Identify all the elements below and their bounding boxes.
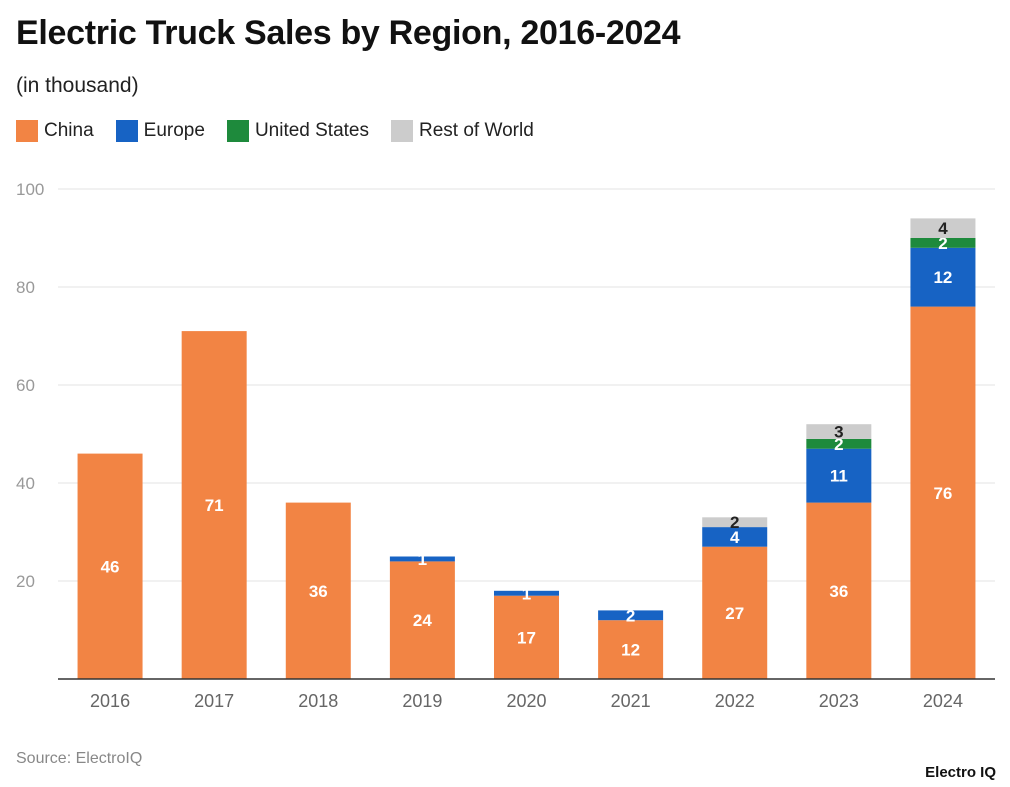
data-label-china-2023: 36 (829, 582, 848, 601)
data-label-europe-2020: 1 (522, 584, 531, 603)
legend-swatch-united-states (226, 120, 249, 142)
x-tick-label-2022: 2022 (715, 691, 755, 711)
bar-europe-2023 (806, 448, 872, 503)
bar-china-2020 (494, 595, 559, 679)
x-tick-label-2023: 2023 (819, 691, 859, 711)
bar-united-states-2023 (806, 438, 872, 449)
data-label-europe-2019: 1 (418, 550, 427, 569)
x-tick-label-2018: 2018 (298, 691, 338, 711)
data-label-europe-2023: 11 (830, 467, 848, 486)
legend-swatch-europe (115, 120, 138, 142)
bar-rest-of-world-2024 (910, 218, 976, 238)
x-tick-label-2021: 2021 (611, 691, 651, 711)
bar-china-2023 (806, 502, 872, 679)
bar-europe-2020 (494, 590, 559, 596)
source-note: Source: ElectroIQ (16, 750, 143, 767)
chart-subtitle: (in thousand) (16, 74, 139, 97)
y-tick-label-60: 60 (16, 376, 35, 395)
x-tick-label-2019: 2019 (402, 691, 442, 711)
bar-china-2019 (389, 561, 455, 679)
legend-item-china: China (16, 120, 94, 142)
bar-europe-2022 (702, 527, 768, 547)
data-label-china-2022: 27 (725, 604, 744, 623)
data-label-china-2024: 76 (933, 484, 952, 503)
x-tick-label-2017: 2017 (194, 691, 234, 711)
data-label-europe-2021: 2 (626, 606, 635, 625)
data-label-china-2016: 46 (101, 557, 120, 576)
bar-united-states-2024 (910, 238, 976, 248)
legend-label-united-states: United States (254, 120, 370, 141)
legend-label-china: China (44, 120, 94, 141)
bar-europe-2021 (598, 610, 664, 621)
legend-label-rest-of-world: Rest of World (419, 120, 534, 141)
data-label-europe-2024: 12 (933, 268, 952, 287)
data-label-china-2018: 36 (309, 582, 328, 601)
bar-rest-of-world-2023 (806, 424, 872, 439)
data-label-rest-of-world-2024: 4 (938, 219, 948, 238)
legend: China Europe United States Rest of World (16, 120, 556, 142)
data-label-europe-2022: 4 (730, 528, 740, 547)
y-tick-label-20: 20 (16, 572, 35, 591)
x-tick-label-2016: 2016 (90, 691, 130, 711)
y-tick-label-40: 40 (16, 474, 35, 493)
bar-china-2016 (77, 453, 143, 679)
legend-item-united-states: United States (226, 120, 370, 142)
chart-title: Electric Truck Sales by Region, 2016-202… (16, 14, 681, 52)
legend-swatch-china (16, 120, 38, 142)
data-label-united-states-2023: 2 (834, 435, 843, 454)
bar-china-2017 (181, 331, 247, 679)
bar-rest-of-world-2022 (702, 517, 768, 528)
data-label-china-2017: 71 (205, 496, 224, 515)
legend-item-europe: Europe (115, 120, 205, 142)
bar-europe-2024 (910, 247, 976, 307)
brand-logo: Electro IQ (925, 764, 996, 781)
data-label-united-states-2024: 2 (938, 234, 947, 253)
bar-china-2022 (702, 546, 768, 679)
legend-swatch-rest-of-world (391, 120, 414, 142)
data-label-rest-of-world-2022: 2 (730, 513, 739, 532)
x-tick-label-2020: 2020 (506, 691, 546, 711)
y-tick-label-100: 100 (16, 180, 44, 199)
y-tick-label-80: 80 (16, 278, 35, 297)
data-label-china-2020: 17 (517, 628, 536, 647)
x-tick-label-2024: 2024 (923, 691, 963, 711)
bar-china-2018 (285, 502, 351, 679)
legend-label-europe: Europe (143, 120, 205, 141)
data-label-rest-of-world-2023: 3 (834, 423, 843, 442)
bar-europe-2019 (389, 556, 455, 562)
legend-item-rest-of-world: Rest of World (391, 120, 534, 142)
bar-china-2024 (910, 306, 976, 679)
data-label-china-2021: 12 (621, 641, 640, 660)
data-label-china-2019: 24 (413, 611, 432, 630)
bar-china-2021 (598, 620, 664, 679)
